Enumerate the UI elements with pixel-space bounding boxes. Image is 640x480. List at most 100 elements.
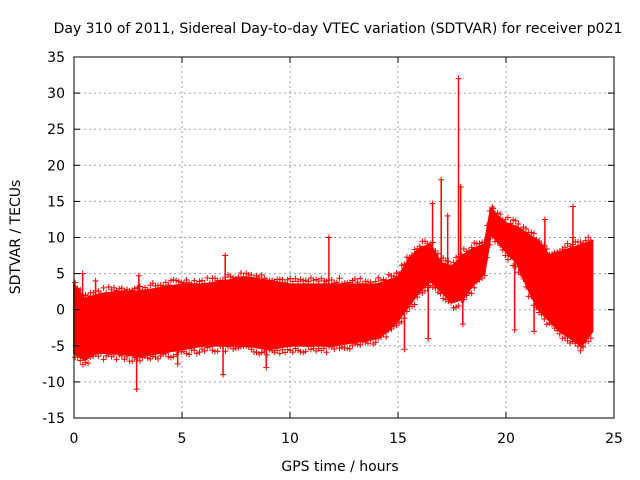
fringe-point bbox=[136, 357, 143, 364]
fringe-point bbox=[561, 335, 568, 342]
outlier-point bbox=[511, 326, 518, 333]
fringe-point bbox=[357, 341, 364, 348]
fringe-point bbox=[577, 239, 584, 246]
outlier-point bbox=[569, 203, 576, 210]
x-tick-label: 0 bbox=[70, 431, 79, 447]
fringe-point bbox=[165, 353, 172, 360]
fringe-point bbox=[82, 291, 89, 298]
fringe-point bbox=[279, 276, 286, 283]
fringe-point bbox=[318, 275, 325, 282]
fringe-point bbox=[155, 355, 162, 362]
fringe-point bbox=[95, 353, 102, 360]
fringe-point bbox=[354, 279, 361, 286]
x-tick-label: 25 bbox=[605, 431, 623, 447]
fringe-point bbox=[302, 277, 309, 284]
fringe-point bbox=[497, 242, 504, 249]
fringe-point bbox=[258, 349, 265, 356]
fringe-point bbox=[377, 277, 384, 284]
outlier-point bbox=[490, 205, 497, 212]
fringe-point bbox=[183, 276, 190, 283]
fringe-point bbox=[240, 342, 247, 349]
fringe-point bbox=[486, 241, 493, 248]
fringe-point bbox=[481, 238, 488, 245]
fringe-point bbox=[453, 304, 460, 311]
fringe-point bbox=[191, 347, 198, 354]
x-tick-label: 15 bbox=[389, 431, 407, 447]
fringe-point bbox=[188, 281, 195, 288]
fringe-point bbox=[372, 278, 379, 285]
fringe-point bbox=[375, 334, 382, 341]
fringe-point bbox=[274, 347, 281, 354]
y-tick-label: 10 bbox=[47, 231, 65, 247]
fringe-point bbox=[494, 210, 501, 217]
fringe-point bbox=[87, 353, 94, 360]
fringe-point bbox=[160, 351, 167, 358]
y-tick-label: 0 bbox=[56, 303, 65, 319]
fringe-point bbox=[300, 349, 307, 356]
outlier-point bbox=[459, 321, 466, 328]
fringe-point bbox=[450, 259, 457, 266]
fringe-point bbox=[193, 350, 200, 357]
fringe-point bbox=[157, 282, 164, 289]
fringe-point bbox=[476, 240, 483, 247]
fringe-point bbox=[206, 280, 213, 287]
fringe-point bbox=[455, 302, 462, 309]
fringe-point bbox=[227, 343, 234, 350]
fringe-point bbox=[585, 338, 592, 345]
outlier-point bbox=[582, 241, 589, 248]
fringe-point bbox=[422, 287, 428, 294]
fringe-point bbox=[549, 321, 556, 328]
outlier-point bbox=[222, 252, 229, 259]
fringe-point bbox=[160, 282, 167, 289]
fringe-point bbox=[543, 321, 550, 328]
outlier-point bbox=[401, 346, 408, 353]
outlier-point bbox=[79, 270, 86, 277]
fringe-point bbox=[546, 251, 553, 258]
outlier-point bbox=[457, 183, 464, 190]
fringe-point bbox=[287, 275, 294, 282]
fringe-point bbox=[561, 244, 568, 251]
fringe-point bbox=[401, 261, 408, 268]
fringe-point bbox=[429, 284, 436, 291]
fringe-point bbox=[336, 345, 343, 352]
fringe-point bbox=[173, 277, 180, 284]
fringe-point bbox=[305, 343, 312, 350]
fringe-point bbox=[336, 275, 343, 282]
fringe-point bbox=[323, 349, 330, 356]
fringe-point bbox=[468, 290, 475, 297]
fringe-point bbox=[307, 346, 314, 353]
fringe-point bbox=[357, 275, 364, 282]
fringe-point bbox=[282, 349, 289, 356]
fringe-point bbox=[300, 277, 307, 284]
outlier-point bbox=[325, 234, 332, 241]
fringe-point bbox=[414, 245, 421, 252]
fringe-point bbox=[398, 318, 405, 325]
outlier-point bbox=[321, 277, 328, 284]
fringe-point bbox=[396, 320, 403, 327]
outlier-point bbox=[220, 371, 227, 378]
fringe-point bbox=[497, 211, 504, 218]
fringe-point bbox=[279, 346, 286, 353]
fringe-point bbox=[372, 339, 379, 346]
fringe-point bbox=[282, 279, 289, 286]
fringe-point bbox=[403, 254, 410, 261]
outlier-point bbox=[444, 212, 451, 219]
fringe-point bbox=[320, 345, 327, 352]
fringe-point bbox=[362, 339, 369, 346]
y-tick-label: 35 bbox=[47, 50, 65, 66]
fringe-point bbox=[237, 343, 244, 350]
fringe-point bbox=[432, 284, 439, 291]
fringe-point bbox=[554, 327, 561, 334]
fringe-point bbox=[147, 355, 154, 362]
fringe-point bbox=[144, 286, 151, 293]
fringe-point bbox=[370, 281, 377, 288]
fringe-point bbox=[551, 325, 558, 332]
fringe-point bbox=[248, 346, 255, 353]
fringe-point bbox=[237, 270, 244, 277]
fringe-point bbox=[199, 277, 206, 284]
fringe-point bbox=[517, 271, 524, 278]
fringe-point bbox=[191, 277, 198, 284]
fringe-point bbox=[432, 247, 439, 254]
fringe-point bbox=[214, 348, 221, 355]
fringe-point bbox=[196, 349, 203, 356]
